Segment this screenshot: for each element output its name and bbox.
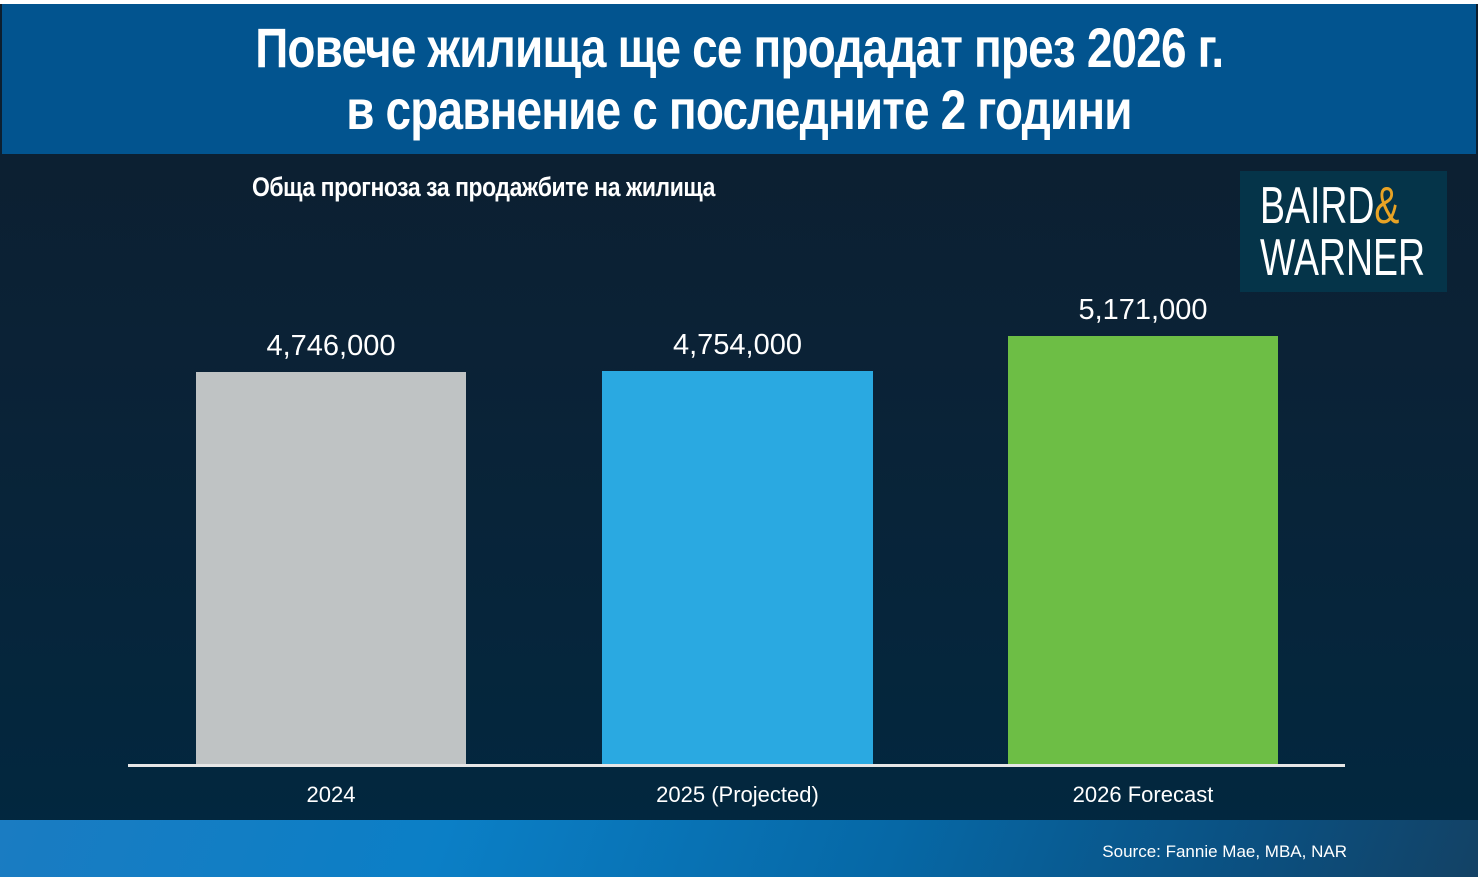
top-border	[0, 0, 1478, 4]
source-note: Source: Fannie Mae, MBA, NAR	[1102, 842, 1347, 861]
x-tick-2026-forecast: 2026 Forecast	[1072, 782, 1214, 807]
title-line-1: Повече жилища ще се продадат през 2026 г…	[254, 16, 1224, 79]
title-banner: Повече жилища ще се продадат през 2026 г…	[2, 4, 1476, 154]
bar-value-2024: 4,746,000	[266, 330, 396, 362]
bar-2026-forecast	[1008, 336, 1278, 765]
x-tick-2024: 2024	[306, 782, 356, 807]
bar-value-2026: 5,171,000	[1078, 294, 1208, 326]
logo-line-2: WARNER	[1260, 228, 1426, 287]
bar-2024	[196, 372, 466, 765]
logo-ampersand: &	[1374, 176, 1400, 235]
baird-warner-logo: BAIRD& WARNER	[1240, 171, 1447, 292]
chart-subtitle: Обща прогноза за продажбите на жилища	[252, 172, 715, 202]
footer-band	[0, 820, 1478, 877]
title-line-2: в сравнение с последните 2 години	[346, 78, 1132, 141]
x-tick-2025-projected: 2025 (Projected)	[656, 782, 819, 807]
x-axis-line	[128, 764, 1345, 767]
bar-2025-projected	[602, 371, 873, 765]
bar-value-2025: 4,754,000	[672, 329, 802, 361]
bottom-border	[0, 877, 1478, 879]
logo-word-baird: BAIRD	[1260, 176, 1375, 235]
logo-line-1: BAIRD&	[1260, 176, 1399, 235]
